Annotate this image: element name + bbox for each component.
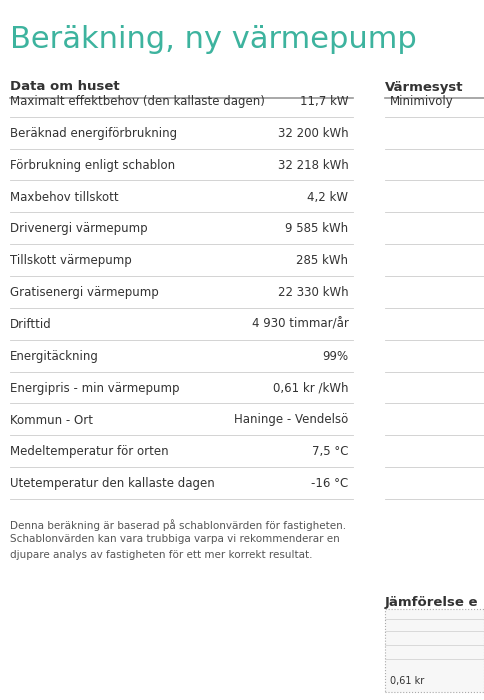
Text: Beräkning, ny värmepump: Beräkning, ny värmepump <box>10 25 416 53</box>
Text: 4,2 kW: 4,2 kW <box>307 190 348 204</box>
Text: 9 585 kWh: 9 585 kWh <box>286 223 348 235</box>
Text: Data om huset: Data om huset <box>10 80 119 94</box>
Text: Beräknad energiförbrukning: Beräknad energiförbrukning <box>10 127 177 140</box>
Text: 99%: 99% <box>322 350 348 363</box>
Text: 4 930 timmar/år: 4 930 timmar/år <box>252 318 348 331</box>
Text: 32 200 kWh: 32 200 kWh <box>278 127 348 140</box>
Text: Kommun - Ort: Kommun - Ort <box>10 414 92 426</box>
Text: 11,7 kW: 11,7 kW <box>300 95 348 108</box>
Text: Haninge - Vendelsö: Haninge - Vendelsö <box>234 414 348 426</box>
Text: Drivenergi värmepump: Drivenergi värmepump <box>10 223 147 235</box>
Text: Energipris - min värmepump: Energipris - min värmepump <box>10 382 179 395</box>
Text: Jämförelse e: Jämförelse e <box>385 596 478 610</box>
Text: 285 kWh: 285 kWh <box>297 254 348 267</box>
Text: Maxbehov tillskott: Maxbehov tillskott <box>10 190 118 204</box>
Text: Gratisenergi värmepump: Gratisenergi värmepump <box>10 286 158 299</box>
Text: Denna beräkning är baserad på schablonvärden för fastigheten.: Denna beräkning är baserad på schablonvä… <box>10 519 346 531</box>
Text: 22 330 kWh: 22 330 kWh <box>278 286 348 299</box>
Text: 7,5 °C: 7,5 °C <box>312 445 348 458</box>
Text: -16 °C: -16 °C <box>311 477 348 490</box>
Text: Drifttid: Drifttid <box>10 318 51 331</box>
Text: Tillskott värmepump: Tillskott värmepump <box>10 254 132 267</box>
Text: Schablonvärden kan vara trubbiga varpa vi rekommenderar en: Schablonvärden kan vara trubbiga varpa v… <box>10 535 339 545</box>
Text: Värmesyst: Värmesyst <box>385 80 463 94</box>
Text: 0,61 kr: 0,61 kr <box>390 676 424 686</box>
Text: djupare analys av fastigheten för ett mer korrekt resultat.: djupare analys av fastigheten för ett me… <box>10 550 312 560</box>
Text: Förbrukning enligt schablon: Förbrukning enligt schablon <box>10 159 175 172</box>
Text: Maximalt effektbehov (den kallaste dagen): Maximalt effektbehov (den kallaste dagen… <box>10 95 265 108</box>
Text: Medeltemperatur för orten: Medeltemperatur för orten <box>10 445 168 458</box>
Text: 0,61 kr /kWh: 0,61 kr /kWh <box>273 382 348 395</box>
Text: Utetemperatur den kallaste dagen: Utetemperatur den kallaste dagen <box>10 477 214 490</box>
Text: Minimivoly: Minimivoly <box>390 95 454 108</box>
Text: Energitäckning: Energitäckning <box>10 350 99 363</box>
Text: 32 218 kWh: 32 218 kWh <box>278 159 348 172</box>
